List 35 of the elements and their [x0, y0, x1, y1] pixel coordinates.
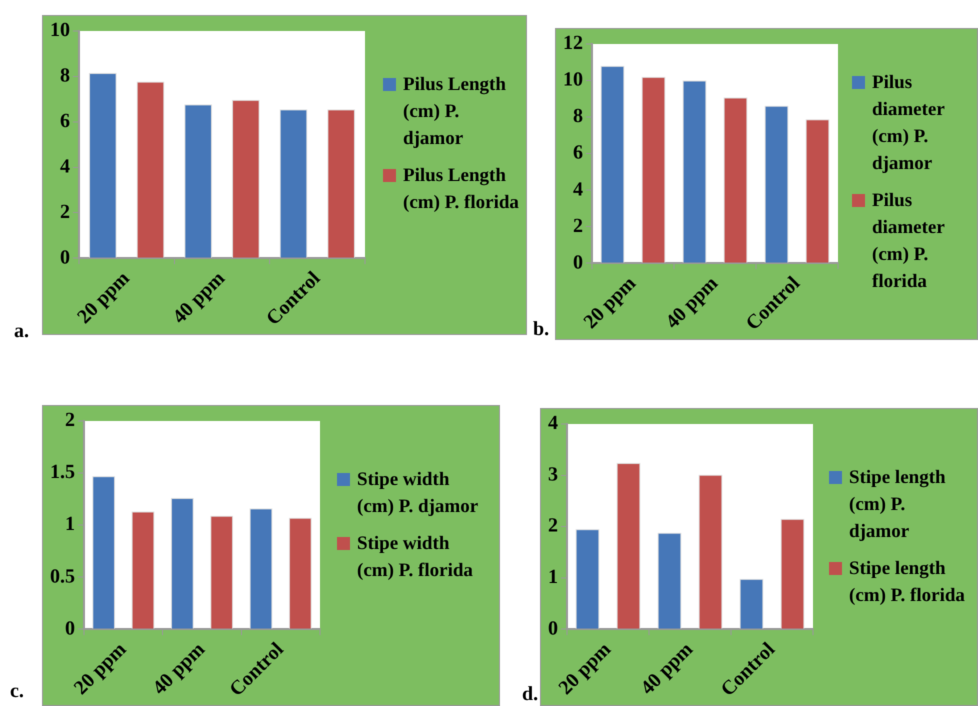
y-tick-label: 8 — [573, 105, 583, 128]
y-tick-label: 12 — [563, 32, 583, 54]
y-tick-label: 0 — [60, 246, 70, 268]
y-tick-label: 4 — [60, 155, 70, 178]
text: c. — [10, 680, 24, 703]
y-tick-label: 6 — [60, 110, 70, 132]
y-tick-label: 8 — [60, 64, 70, 87]
y-tick-label: 0 — [573, 251, 583, 274]
legend-label: Stipe length (cm) P. florida — [849, 558, 965, 606]
y-tick-label: 10 — [563, 68, 583, 91]
y-tick-label: 4 — [573, 178, 583, 200]
y-tick-label: 2 — [65, 409, 75, 432]
legend-label: Pilus diameter (cm) P. djamor — [872, 72, 944, 174]
y-tick-label: 1 — [65, 513, 75, 536]
y-tick-label: 2 — [573, 214, 583, 237]
y-tick-label: 4 — [548, 412, 558, 434]
legend-label: Stipe length (cm) P. djamor — [849, 467, 946, 542]
text: a. — [14, 320, 29, 343]
y-tick-label: 1 — [548, 566, 558, 588]
legend-label: Pilus Length (cm) P. djamor — [403, 74, 506, 149]
y-tick-label: 2 — [548, 514, 558, 537]
y-tick-label: 10 — [50, 19, 70, 42]
y-tick-label: 2 — [60, 200, 70, 223]
y-tick-label: 0 — [65, 617, 75, 640]
legend-label: Stipe width (cm) P. florida — [357, 533, 473, 581]
legend-label: Pilus Length (cm) P. florida — [403, 165, 519, 213]
y-tick-label: 0.5 — [50, 565, 75, 588]
legend-label: Stipe width (cm) P. djamor — [357, 469, 478, 517]
text: d. — [522, 683, 538, 706]
y-tick-label: 0 — [548, 617, 558, 640]
y-tick-label: 3 — [548, 463, 558, 486]
y-tick-label: 6 — [573, 142, 583, 164]
legend-label: Pilus diameter (cm) P. florida — [872, 190, 944, 292]
text: b. — [533, 318, 550, 341]
y-tick-label: 1.5 — [50, 461, 75, 484]
